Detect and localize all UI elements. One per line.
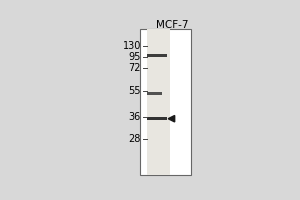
Polygon shape: [168, 115, 175, 122]
Text: MCF-7: MCF-7: [156, 20, 189, 30]
Bar: [147, 117, 166, 120]
Text: 55: 55: [128, 86, 141, 96]
Bar: [147, 54, 166, 57]
Text: 130: 130: [123, 41, 141, 51]
Bar: [140, 29, 191, 175]
Text: 28: 28: [129, 134, 141, 144]
Bar: [147, 29, 170, 175]
Text: 95: 95: [129, 52, 141, 62]
Bar: [147, 92, 162, 95]
Text: 36: 36: [129, 112, 141, 122]
Text: 72: 72: [128, 63, 141, 73]
